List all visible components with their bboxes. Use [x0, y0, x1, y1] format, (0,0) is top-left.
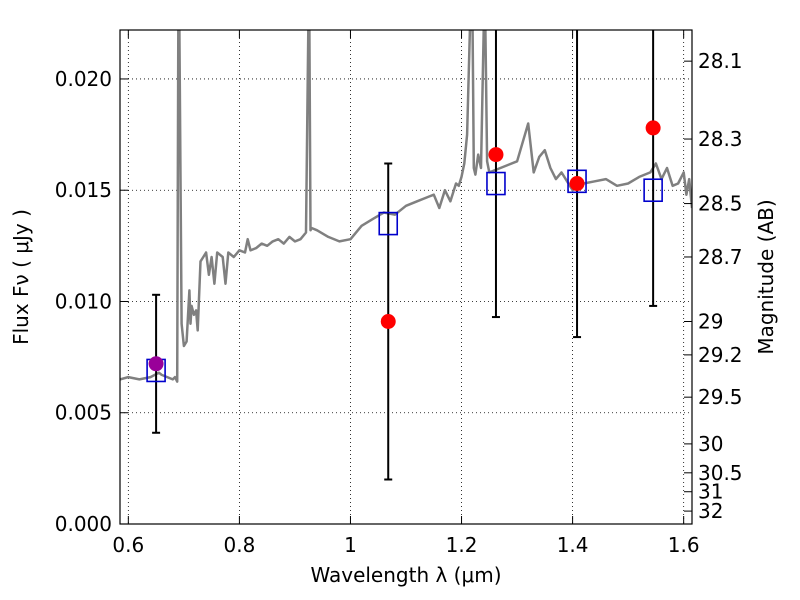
right-tick-label: 30	[698, 432, 723, 456]
y-tick-label: 0.020	[55, 67, 112, 91]
right-tick-label: 29.5	[698, 385, 743, 409]
measured-flux-point	[645, 120, 661, 136]
x-tick-label: 0.6	[112, 533, 144, 557]
right-tick-label: 28.3	[698, 127, 743, 151]
right-tick-label: 28.5	[698, 192, 743, 216]
model-photometry-square	[378, 211, 399, 236]
right-tick-label: 30.5	[698, 461, 743, 485]
right-tick-label: 32	[698, 499, 723, 523]
x-tick-label: 1	[344, 533, 357, 557]
measured-flux-point	[569, 176, 585, 192]
x-axis-title: Wavelength λ (μm)	[310, 563, 501, 587]
x-tick-label: 1.2	[446, 533, 478, 557]
series-layer	[120, 30, 692, 383]
right-tick-label: 28.7	[698, 245, 743, 269]
plot-frame	[119, 29, 693, 525]
right-tick-label: 31	[698, 480, 723, 504]
spectrum-line	[120, 30, 692, 383]
y-tick-label: 0.015	[55, 178, 112, 202]
right-tick-label: 28.1	[698, 49, 743, 73]
marker-layer	[146, 120, 663, 383]
right-axis-title: Magnitude (AB)	[754, 199, 778, 354]
y-tick-label: 0.000	[55, 512, 112, 536]
measured-flux-point	[488, 147, 504, 163]
measured-flux-point	[148, 356, 164, 372]
model-photometry-square	[643, 178, 663, 203]
y-tick-label: 0.010	[55, 289, 112, 313]
right-tick-label: 29.2	[698, 343, 743, 367]
x-tick-label: 1.6	[668, 533, 700, 557]
x-tick-label: 0.8	[223, 533, 255, 557]
model-photometry-square	[567, 169, 587, 194]
x-tick-label: 1.4	[557, 533, 589, 557]
plot-background	[120, 30, 692, 524]
right-tick-label: 29	[698, 310, 723, 334]
model-photometry-square	[486, 171, 506, 196]
y-axis-title: Flux Fν ( μJy )	[9, 209, 33, 345]
tick-layer: 0.6 0.8 1 1.2 1.4 1.6 0.000 0.005 0.010 0.015 0.02…	[55, 30, 743, 557]
measured-flux-point	[380, 314, 396, 330]
y-tick-label: 0.005	[55, 401, 112, 425]
